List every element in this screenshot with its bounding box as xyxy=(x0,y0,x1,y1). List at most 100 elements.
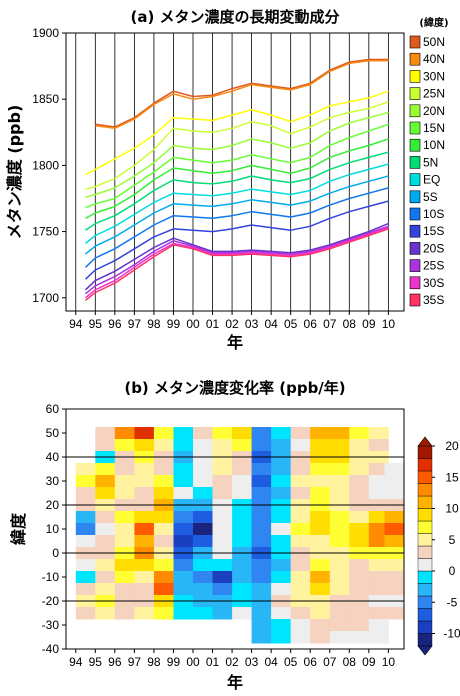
heatmap-cell xyxy=(368,607,389,620)
y-tick-label: 1850 xyxy=(32,92,59,106)
legend-label: 5S xyxy=(423,190,438,204)
heatmap-cell xyxy=(368,427,389,440)
heatmap-cell xyxy=(193,583,213,596)
legend-label: 20S xyxy=(423,241,444,255)
heatmap-cell xyxy=(368,619,389,632)
heatmap-cell xyxy=(271,607,292,620)
heatmap-cell xyxy=(329,559,350,572)
heatmap-cell xyxy=(271,535,292,548)
x-tick-label: 00 xyxy=(186,317,200,331)
heatmap-cell xyxy=(349,511,370,524)
legend-label: 25S xyxy=(423,259,444,273)
x-tick-label: 04 xyxy=(264,317,278,331)
legend-swatch xyxy=(409,104,421,118)
heatmap-cell xyxy=(310,511,331,524)
y-tick-label: 1700 xyxy=(32,291,59,305)
heatmap-cell xyxy=(310,439,331,452)
heatmap-cell xyxy=(134,607,155,620)
heatmap-cell xyxy=(310,427,331,440)
heatmap-cell xyxy=(368,535,389,548)
heatmap-cell xyxy=(349,559,370,572)
x-tick-label: 00 xyxy=(186,655,200,669)
heatmap-cell xyxy=(310,463,331,476)
y-tick-label: 1900 xyxy=(32,26,59,40)
heatmap-cell xyxy=(310,571,331,584)
x-tick-label: 05 xyxy=(284,655,298,669)
legend-swatch xyxy=(409,293,421,307)
legend-swatch xyxy=(409,35,421,49)
heatmap-cell xyxy=(251,571,272,584)
heatmap-cell xyxy=(134,511,155,524)
heatmap-cell xyxy=(193,607,213,620)
legend-item: 30S xyxy=(409,276,444,290)
heatmap-cell xyxy=(271,427,292,440)
legend-swatch xyxy=(409,173,421,186)
heatmap-cell xyxy=(212,535,233,548)
heatmap-cell xyxy=(329,631,350,644)
x-tick-label: 94 xyxy=(69,317,83,331)
heatmap-cell xyxy=(310,487,331,500)
heatmap-cell xyxy=(193,511,213,524)
panel-a-lines xyxy=(84,58,389,301)
x-tick-label: 09 xyxy=(362,655,376,669)
heatmap-cell xyxy=(384,511,404,524)
heatmap-cell xyxy=(310,607,331,620)
colorbar-segment xyxy=(417,470,433,484)
heatmap-cell xyxy=(349,475,370,488)
heatmap-cell xyxy=(271,619,292,632)
legend-swatch xyxy=(409,121,421,135)
legend-swatch xyxy=(409,242,421,255)
colorbar-tick-label: -10 xyxy=(443,627,460,641)
heatmap-cell xyxy=(173,535,194,548)
colorbar-segment xyxy=(417,483,433,497)
heatmap-cell xyxy=(368,571,389,584)
colorbar-segment xyxy=(417,445,433,459)
legend-label: 40N xyxy=(423,52,445,66)
colorbar-extend-min xyxy=(417,645,433,656)
colorbar-segment xyxy=(417,583,433,597)
heatmap-cell xyxy=(271,511,292,524)
heatmap-cell xyxy=(384,571,404,584)
colorbar-segment xyxy=(417,620,433,634)
y-tick-label: 20 xyxy=(46,498,60,512)
heatmap-cell xyxy=(271,487,292,500)
heatmap-cell xyxy=(114,583,135,596)
x-tick-label: 07 xyxy=(323,655,337,669)
heatmap-cell xyxy=(75,511,96,524)
heatmap-cell xyxy=(212,427,233,440)
heatmap-cell xyxy=(75,487,96,500)
heatmap-cell xyxy=(95,523,116,536)
x-tick-label: 10 xyxy=(382,317,396,331)
heatmap-cell xyxy=(290,571,311,584)
x-tick-label: 10 xyxy=(382,655,396,669)
panel-b: (b) メタン濃度変化率 (ppb/年) -40-30-20-100102030… xyxy=(9,379,460,692)
legend-item: 15S xyxy=(409,224,444,238)
legend-swatch xyxy=(409,87,421,100)
heatmap-cell xyxy=(114,427,135,440)
heatmap-cell xyxy=(153,439,174,452)
series-line-25S xyxy=(85,225,389,295)
x-tick-label: 09 xyxy=(362,317,376,331)
y-tick-label: 1800 xyxy=(32,158,59,172)
legend-item: 20S xyxy=(409,241,444,255)
heatmap-cell xyxy=(95,475,116,488)
heatmap-cell xyxy=(251,511,272,524)
x-tick-label: 08 xyxy=(343,317,357,331)
x-tick-label: 96 xyxy=(108,655,122,669)
legend-label: 15N xyxy=(423,121,445,135)
panel-a-grid xyxy=(75,33,389,311)
heatmap-cell xyxy=(290,523,311,536)
legend-label: 10S xyxy=(423,207,444,221)
heatmap-cell xyxy=(290,559,311,572)
colorbar-segment xyxy=(417,533,433,547)
heatmap-cell xyxy=(251,463,272,476)
series-line-5N xyxy=(85,151,389,231)
heatmap-cell xyxy=(232,559,253,572)
heatmap-cell xyxy=(310,559,331,572)
x-tick-label: 95 xyxy=(89,317,103,331)
heatmap-cell xyxy=(134,439,155,452)
heatmap-cell xyxy=(212,523,233,536)
heatmap-cell xyxy=(173,559,194,572)
heatmap-cell xyxy=(349,583,370,596)
